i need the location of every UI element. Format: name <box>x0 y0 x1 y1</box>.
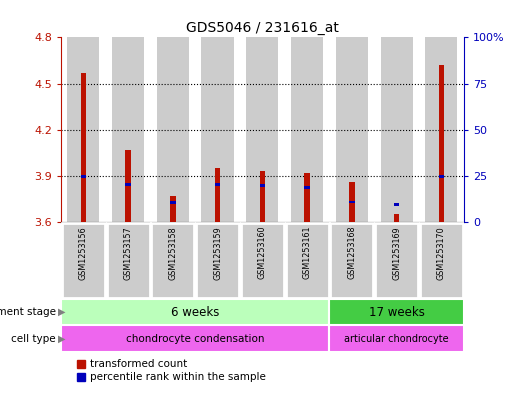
Text: 6 weeks: 6 weeks <box>171 305 219 319</box>
Bar <box>152 223 195 298</box>
Text: cell type: cell type <box>11 334 56 344</box>
Bar <box>61 299 330 325</box>
Bar <box>157 37 189 222</box>
Text: GSM1253158: GSM1253158 <box>169 226 178 279</box>
Bar <box>291 37 323 222</box>
Bar <box>81 73 86 222</box>
Bar <box>425 37 457 222</box>
Bar <box>330 223 373 298</box>
Bar <box>107 223 149 298</box>
Bar <box>215 183 220 186</box>
Text: development stage: development stage <box>0 307 56 317</box>
Bar <box>330 299 464 325</box>
Bar <box>375 223 418 298</box>
Bar <box>215 168 220 222</box>
Text: GSM1253157: GSM1253157 <box>123 226 132 280</box>
Text: ▶: ▶ <box>58 307 66 317</box>
Bar <box>381 37 413 222</box>
Bar <box>439 175 444 178</box>
Bar <box>81 175 86 178</box>
Text: GSM1253168: GSM1253168 <box>347 226 356 279</box>
Bar <box>61 325 330 352</box>
Bar <box>201 37 234 222</box>
Bar <box>67 37 100 222</box>
Text: GSM1253169: GSM1253169 <box>392 226 401 279</box>
Bar <box>304 173 310 222</box>
Text: articular chondrocyte: articular chondrocyte <box>344 334 449 344</box>
Text: GSM1253159: GSM1253159 <box>213 226 222 280</box>
Text: GSM1253161: GSM1253161 <box>303 226 312 279</box>
Bar <box>420 223 463 298</box>
Bar <box>62 223 105 298</box>
Bar <box>241 223 284 298</box>
Bar <box>349 182 355 222</box>
Text: GSM1253156: GSM1253156 <box>79 226 88 279</box>
Bar <box>260 171 265 222</box>
Bar <box>126 150 131 222</box>
Bar <box>394 203 399 206</box>
Bar <box>170 202 175 204</box>
Bar <box>304 186 310 189</box>
Text: ▶: ▶ <box>58 334 66 344</box>
Bar <box>335 37 368 222</box>
Text: GSM1253170: GSM1253170 <box>437 226 446 279</box>
Legend: transformed count, percentile rank within the sample: transformed count, percentile rank withi… <box>77 359 266 382</box>
Bar <box>126 183 131 186</box>
Bar <box>260 184 265 187</box>
Bar <box>439 65 444 222</box>
Bar <box>112 37 144 222</box>
Title: GDS5046 / 231616_at: GDS5046 / 231616_at <box>186 21 339 35</box>
Bar <box>330 325 464 352</box>
Bar <box>349 201 355 204</box>
Bar <box>246 37 278 222</box>
Text: GSM1253160: GSM1253160 <box>258 226 267 279</box>
Text: chondrocyte condensation: chondrocyte condensation <box>126 334 264 344</box>
Bar <box>286 223 329 298</box>
Bar <box>196 223 239 298</box>
Text: 17 weeks: 17 weeks <box>369 305 425 319</box>
Bar <box>170 196 175 222</box>
Bar <box>394 214 399 222</box>
